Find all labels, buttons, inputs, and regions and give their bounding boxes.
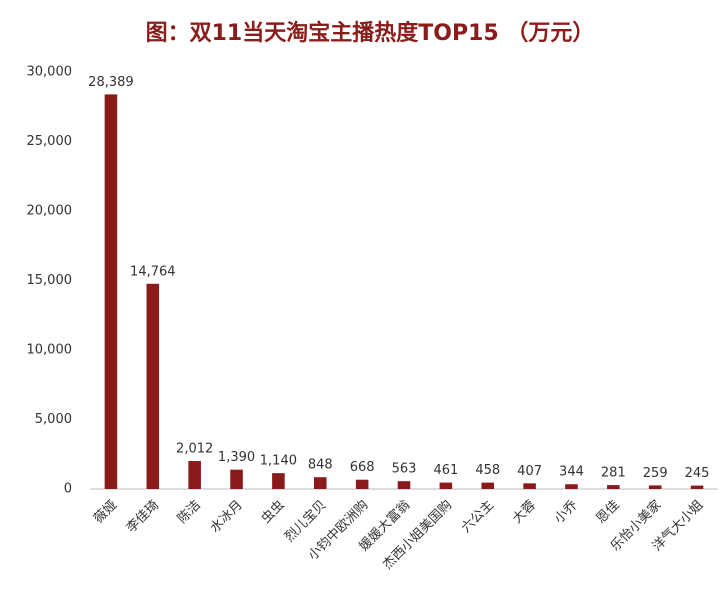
x-tick-label: 李佳琦 [124,498,162,536]
y-tick-label: 20,000 [27,204,73,219]
bar [146,283,160,489]
value-label: 848 [308,458,333,473]
bar [355,479,369,489]
x-tick-label: 小乔 [552,498,581,527]
bar [230,469,243,489]
bar [481,482,495,489]
bar [397,481,411,489]
value-label: 2,012 [176,442,213,457]
value-label: 668 [350,460,375,475]
y-tick-label: 30,000 [27,65,73,80]
x-tick-label: 恩佳 [594,498,623,527]
bar [272,473,285,489]
value-label: 407 [517,464,542,479]
bar [607,485,620,489]
bar [104,94,118,490]
bar [439,482,453,489]
y-tick-label: 5,000 [35,412,72,427]
x-tick-label: 薇娅 [91,498,120,527]
x-tick-label: 陈洁 [174,497,204,527]
y-tick-label: 25,000 [27,134,73,149]
value-label: 28,389 [88,75,134,90]
value-label: 281 [601,466,626,481]
value-label: 1,390 [218,450,255,465]
bar [565,484,578,489]
x-tick-label: 大蓉 [510,498,539,527]
value-label: 461 [433,463,458,478]
bar [523,483,536,489]
value-label: 245 [685,466,710,481]
y-tick-label: 15,000 [27,273,73,288]
x-tick-label: 虫虫 [259,498,288,527]
value-label: 458 [475,463,500,478]
value-label: 563 [392,462,417,477]
bar [188,461,201,489]
y-tick-label: 0 [64,482,72,497]
bar [690,485,704,489]
y-tick-label: 10,000 [27,343,73,358]
value-label: 1,140 [260,454,297,469]
x-tick-label: 水冰月 [208,498,246,536]
x-tick-label: 六公主 [459,498,497,536]
value-label: 259 [643,466,668,481]
value-label: 344 [559,465,584,480]
value-label: 14,764 [130,264,176,279]
chart-title: 图：双11当天淘宝主播热度TOP15 （万元） [146,20,595,46]
bar [313,477,327,489]
bar [648,485,662,489]
